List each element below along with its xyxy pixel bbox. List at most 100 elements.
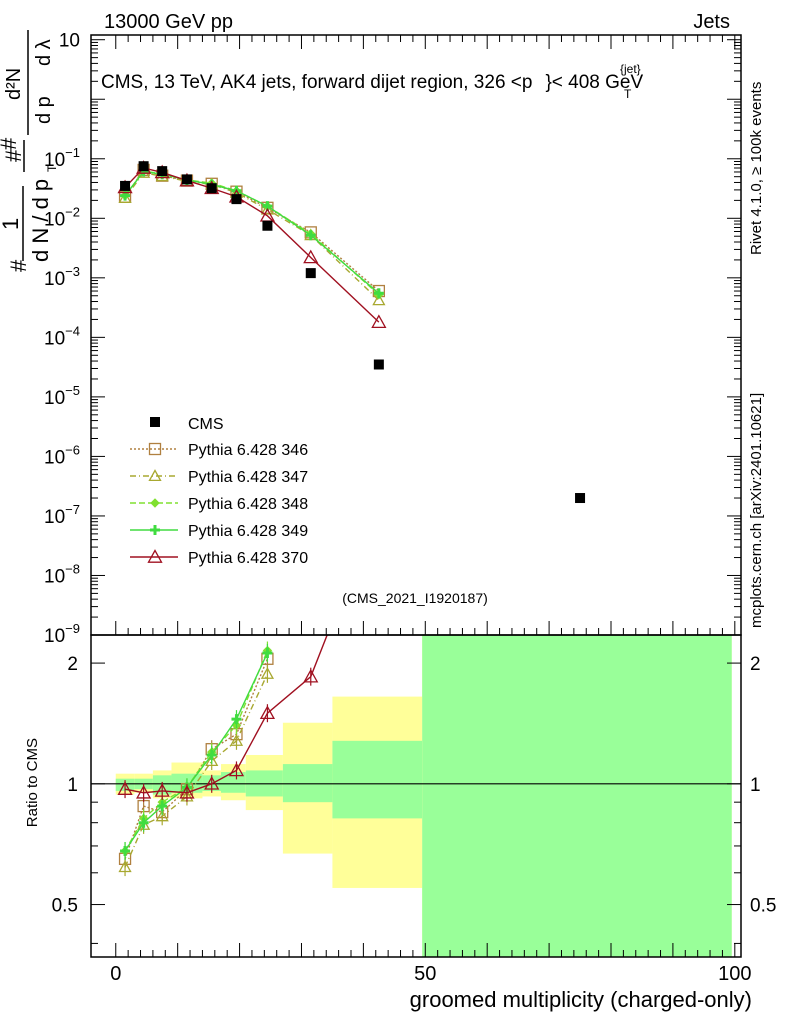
ratio-series-point: [179, 784, 195, 799]
legend-marker: [147, 549, 163, 563]
y-tick-label: 10−3: [44, 264, 80, 290]
data-point: [305, 268, 316, 279]
legend-marker: [150, 525, 160, 535]
analysis-watermark: (CMS_2021_I1920187): [342, 590, 488, 606]
series-line: [124, 167, 380, 323]
y-tick-label: 10−2: [44, 204, 80, 230]
green-band-bin: [422, 635, 732, 957]
y-label-frac1-bottom: d N / d p: [28, 179, 53, 262]
y-label-frac2-top: #: [1, 149, 26, 162]
series-point: [373, 288, 384, 299]
data-point: [206, 183, 217, 194]
y-label-hash: #: [6, 259, 31, 272]
y-label-frac1-top: 1: [0, 218, 23, 230]
ratio-series-point: [206, 749, 217, 760]
ratio-series-point: [260, 667, 275, 679]
series-line: [124, 170, 380, 296]
ratio-series-point: [262, 647, 273, 658]
mcplots-label: mcplots.cern.ch [arXiv:2401.10621]: [748, 393, 765, 628]
x-axis-title: groomed multiplicity (charged-only): [410, 987, 752, 1012]
ratio-tick-label: 1: [67, 775, 78, 796]
y-tick-label: 10−9: [44, 621, 80, 647]
x-tick-label: 50: [414, 963, 436, 985]
series-line: [124, 170, 380, 294]
series-point: [372, 293, 386, 306]
legend: CMS Pythia 6.428 346 Pythia 6.428 347 Pythi…: [130, 416, 308, 567]
ratio-series-point: [157, 801, 168, 812]
x-tick-label: 100: [718, 963, 751, 985]
legend-label: Pythia 6.428 348: [188, 496, 308, 513]
y-tick-label: 10−5: [44, 383, 80, 409]
y-tick-label: 10: [59, 31, 80, 52]
data-point: [181, 174, 192, 185]
green-band-bin: [221, 772, 246, 793]
y-tick-label: 10−1: [44, 145, 80, 171]
legend-marker: [148, 469, 162, 482]
y-label-frac3-bottom-a: d p: [33, 96, 55, 124]
y-label-frac3-top: d²N: [3, 68, 25, 100]
data-point: [157, 166, 168, 177]
green-band-bin: [282, 764, 333, 803]
data-point: [373, 359, 384, 370]
data-point: [120, 180, 131, 191]
ratio-series-point: [231, 714, 242, 725]
y-label-frac2-bottom: #: [0, 137, 21, 150]
y-tick-label: 10−7: [44, 502, 80, 528]
ratio-tick-label-right: 2: [750, 654, 761, 675]
ratio-tick-label-right: 1: [750, 775, 761, 796]
ratio-frame: [90, 634, 742, 958]
legend-data-marker: [150, 417, 160, 427]
ratio-tick-label-right: 0.5: [750, 896, 776, 917]
y-label-sub-t: T: [45, 164, 59, 172]
y-tick-label: 10−8: [44, 561, 80, 587]
ratio-series-point: [204, 775, 220, 790]
ratio-series-point: [136, 784, 152, 799]
ratio-uncertainty-bands: [115, 635, 732, 957]
series-point: [305, 230, 316, 241]
legend-label: Pythia 6.428 347: [188, 469, 308, 486]
data-point: [575, 493, 586, 504]
ratio-series-point: [372, 497, 385, 509]
data-point: [138, 161, 149, 172]
y-tick-label: 10−4: [44, 323, 80, 349]
y-label-frac3-bottom-b: d λ: [33, 39, 55, 66]
series-line: [124, 172, 380, 301]
ratio-series-point: [120, 845, 131, 856]
ratio-series-point: [117, 781, 133, 795]
ratio-series-point: [155, 809, 169, 822]
legend-label: Pythia 6.428 346: [188, 442, 308, 459]
chart-title-sup: {jet}: [620, 62, 641, 76]
ratio-series-point: [229, 733, 244, 746]
legend-data-label: CMS: [188, 416, 224, 433]
legend-label: Pythia 6.428 370: [188, 550, 308, 567]
series-point: [303, 249, 319, 264]
header-right: Jets: [693, 11, 730, 33]
chart-title: CMS, 13 TeV, AK4 jets, forward dijet reg…: [101, 72, 643, 93]
x-tick-label: 0: [110, 963, 121, 985]
green-band-bin: [332, 740, 423, 819]
ratio-tick-label: 2: [67, 654, 78, 675]
header-left: 13000 GeV pp: [104, 11, 233, 33]
ratio-series-point: [154, 783, 170, 797]
series-point: [371, 314, 387, 329]
series-line: [124, 169, 380, 292]
ratio-y-axis-title: Ratio to CMS: [24, 738, 41, 827]
ratio-plot: [91, 497, 741, 877]
rivet-label: Rivet 4.1.0, ≥ 100k events: [748, 82, 765, 255]
ratio-series-point: [138, 817, 149, 828]
data-point: [262, 220, 273, 231]
ratio-series-point: [228, 762, 245, 777]
chart-title-sub: T: [624, 87, 632, 101]
y-tick-label: 10−6: [44, 442, 80, 468]
main-plot: [117, 160, 586, 504]
legend-marker: [150, 498, 160, 508]
ratio-series-point: [205, 754, 219, 767]
y-axis-label: # 1 d N / d p T # # d²N d p d λ: [0, 30, 59, 272]
ratio-tick-label: 0.5: [52, 896, 78, 917]
main-frame: [90, 34, 742, 636]
ratio-series-point: [118, 860, 132, 873]
series-point: [260, 202, 275, 215]
legend-label: Pythia 6.428 349: [188, 523, 308, 540]
ratio-series-point: [259, 705, 276, 720]
